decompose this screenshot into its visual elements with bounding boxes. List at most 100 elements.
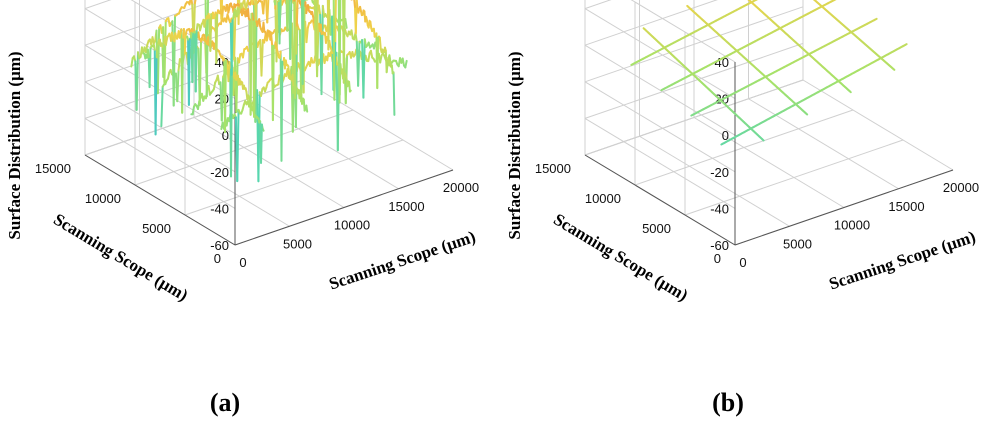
y-tick-label: 5000 bbox=[642, 221, 671, 236]
z-tick-label: -20 bbox=[210, 165, 229, 180]
z-tick-label: 0 bbox=[722, 128, 729, 143]
wall-grid-line bbox=[584, 44, 736, 136]
series-segment bbox=[369, 20, 373, 30]
series-segment bbox=[273, 0, 277, 10]
series-segment bbox=[248, 18, 252, 116]
series-segment bbox=[257, 91, 261, 183]
series-line bbox=[186, 2, 309, 162]
z-axis-label: Surface Distribution (μm) bbox=[505, 51, 524, 239]
series-segment bbox=[344, 17, 348, 29]
series-segment bbox=[295, 0, 299, 29]
series-segment bbox=[260, 87, 264, 97]
series-segment bbox=[195, 23, 199, 33]
series-segment bbox=[392, 71, 396, 116]
series-segment bbox=[161, 46, 165, 79]
series-segment bbox=[142, 52, 146, 55]
series-line bbox=[142, 27, 265, 178]
z-tick-label: 0 bbox=[222, 128, 229, 143]
series-segment bbox=[156, 26, 161, 95]
series-segment bbox=[235, 7, 239, 18]
series-segment bbox=[245, 90, 249, 101]
axis-line bbox=[84, 154, 236, 246]
series-segment bbox=[874, 17, 878, 21]
series-line bbox=[812, 0, 896, 71]
series-segment bbox=[153, 48, 157, 136]
series-segment bbox=[254, 0, 258, 26]
series-segment bbox=[294, 26, 298, 57]
series-segment bbox=[372, 27, 376, 38]
x-tick-label: 10000 bbox=[834, 218, 870, 233]
y-tick-label: 5000 bbox=[142, 221, 171, 236]
series-segment bbox=[313, 0, 317, 59]
series-segment bbox=[214, 11, 218, 64]
x-tick-label: 15000 bbox=[888, 199, 924, 214]
series-segment bbox=[172, 14, 177, 107]
floor-grid-line bbox=[248, 98, 399, 190]
z-tick-label: -40 bbox=[710, 201, 729, 216]
series-segment bbox=[220, 75, 225, 122]
series-segment bbox=[190, 0, 194, 6]
series-segment bbox=[282, 0, 285, 3]
series-segment bbox=[198, 38, 203, 106]
axis-line bbox=[734, 169, 954, 246]
wall-grid-line bbox=[84, 44, 236, 136]
series-segment bbox=[233, 9, 237, 61]
series-segment bbox=[273, 0, 277, 6]
series-segment bbox=[241, 81, 245, 90]
series-segment bbox=[229, 66, 233, 178]
floor-grid-line bbox=[134, 109, 354, 186]
series-segment bbox=[251, 12, 255, 21]
series-segment bbox=[176, 69, 180, 103]
floor-grid-line bbox=[139, 135, 290, 227]
series-segment bbox=[686, 4, 690, 8]
wall-grid-line bbox=[584, 117, 736, 209]
z-axis-label: Surface Distribution (μm) bbox=[5, 51, 24, 239]
series-segment bbox=[223, 57, 227, 134]
chart-a-svg: 40200-20-40-6005000100001500020000050001… bbox=[5, 0, 479, 305]
series-segment bbox=[163, 20, 167, 84]
series-segment bbox=[326, 0, 330, 51]
series-line bbox=[642, 27, 765, 142]
series-segment bbox=[367, 52, 371, 63]
chart-panel-b: 40200-20-40-6005000100001500020000050001… bbox=[500, 0, 1000, 431]
series-segment bbox=[266, 0, 270, 24]
series-segment bbox=[212, 41, 215, 50]
floor-grid-line bbox=[639, 135, 790, 227]
series-segment bbox=[317, 4, 322, 16]
series-segment bbox=[188, 0, 192, 6]
z-tick-label: -40 bbox=[210, 201, 229, 216]
series-segment bbox=[378, 36, 382, 50]
floor-grid-line bbox=[193, 117, 345, 208]
series-segment bbox=[187, 38, 190, 106]
y-tick-label: 0 bbox=[214, 251, 221, 266]
series-segment bbox=[379, 54, 383, 64]
series-segment bbox=[155, 43, 159, 61]
series-segment bbox=[193, 31, 197, 93]
panel-label-b: (b) bbox=[712, 388, 744, 417]
series-segment bbox=[289, 0, 293, 60]
series-segment bbox=[182, 28, 185, 41]
series-segment bbox=[321, 4, 326, 18]
series-segment bbox=[180, 28, 184, 114]
series-segment bbox=[229, 22, 233, 76]
x-tick-label: 0 bbox=[239, 255, 246, 270]
series-segment bbox=[287, 65, 291, 76]
series-line bbox=[720, 43, 908, 146]
x-tick-label: 15000 bbox=[388, 199, 424, 214]
z-tick-label: 40 bbox=[715, 55, 729, 70]
z-tick-label: -60 bbox=[210, 238, 229, 253]
x-axis-label: Scanning Scope (μm) bbox=[327, 227, 478, 294]
y-tick-label: 10000 bbox=[585, 191, 621, 206]
series-line bbox=[660, 0, 837, 92]
series-segment bbox=[293, 0, 296, 2]
series-segment bbox=[166, 71, 171, 80]
series-segment bbox=[401, 57, 406, 67]
x-tick-label: 5000 bbox=[783, 236, 812, 251]
series-segment bbox=[243, 0, 247, 9]
floor-grid-line bbox=[802, 79, 954, 171]
series-segment bbox=[208, 16, 212, 52]
series-segment bbox=[337, 0, 341, 104]
y-tick-label: 10000 bbox=[85, 191, 121, 206]
series-segment bbox=[226, 67, 230, 83]
x-axis-label: Scanning Scope (μm) bbox=[827, 227, 978, 294]
